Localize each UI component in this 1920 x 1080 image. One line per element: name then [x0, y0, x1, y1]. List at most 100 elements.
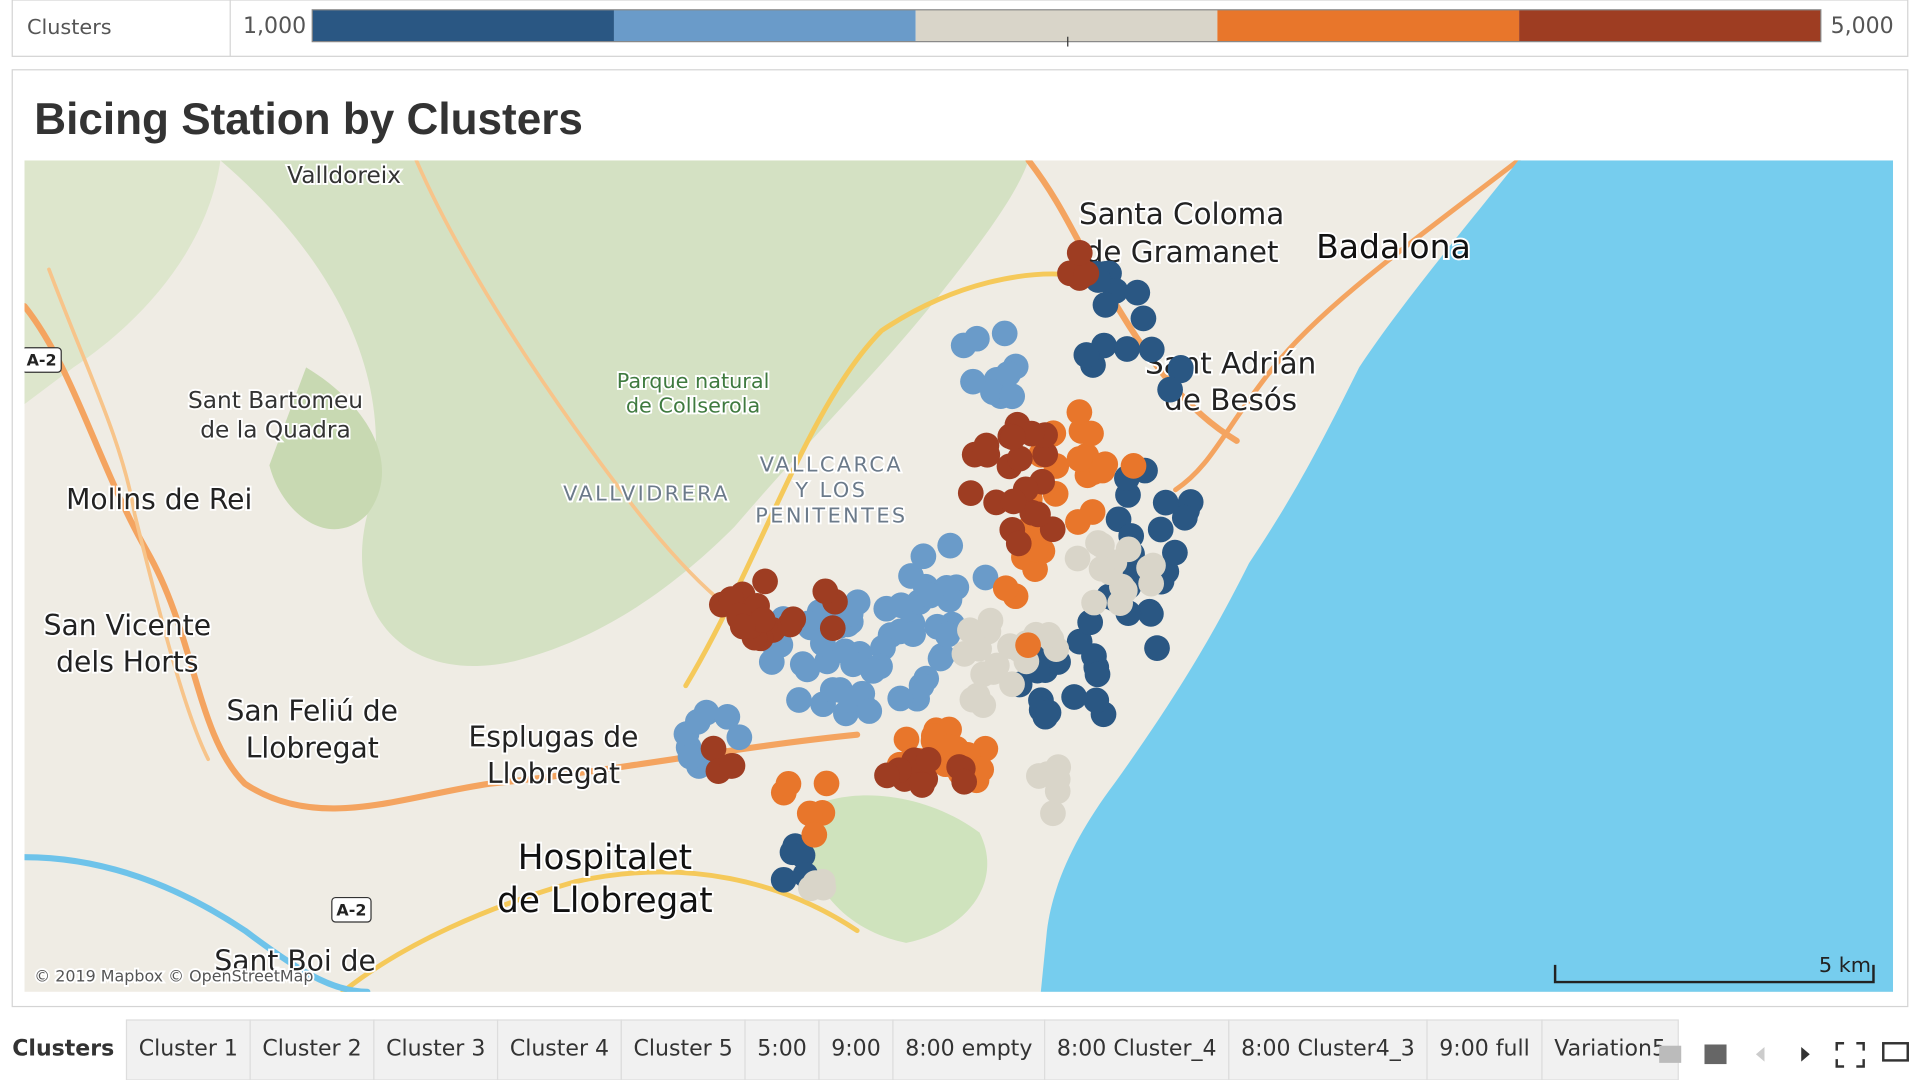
station-dot[interactable]	[936, 734, 963, 761]
station-dot[interactable]	[794, 656, 821, 683]
station-dot[interactable]	[812, 578, 839, 605]
sheet-tab[interactable]: Cluster 3	[386, 1036, 485, 1061]
station-dot[interactable]	[1005, 530, 1032, 557]
station-dot[interactable]	[893, 726, 920, 753]
station-dot[interactable]	[964, 325, 990, 352]
station-dot[interactable]	[1015, 632, 1041, 659]
station-dot[interactable]	[1092, 292, 1119, 318]
toolbar-icon[interactable]	[1882, 1042, 1909, 1062]
sheet-tab[interactable]: Variation5	[1554, 1036, 1666, 1061]
station-dot[interactable]	[1089, 532, 1115, 559]
station-dot[interactable]	[887, 685, 914, 712]
station-dot[interactable]	[809, 868, 836, 895]
station-dot[interactable]	[909, 772, 935, 798]
sheet-tab[interactable]: Cluster 2	[262, 1036, 361, 1061]
station-dot[interactable]	[1088, 555, 1115, 582]
station-dot[interactable]	[992, 575, 1019, 602]
station-dot[interactable]	[1065, 509, 1091, 535]
station-dot[interactable]	[749, 607, 776, 633]
station-dot[interactable]	[995, 361, 1021, 387]
sheet-tab[interactable]: 8:00 empty	[905, 1036, 1032, 1061]
station-dot[interactable]	[937, 532, 964, 559]
station-dot[interactable]	[700, 735, 727, 762]
sheet-tab[interactable]: 8:00 Cluster4_3	[1241, 1036, 1415, 1061]
station-dot[interactable]	[991, 320, 1018, 347]
station-dot[interactable]	[1078, 420, 1104, 447]
station-dot[interactable]	[966, 635, 992, 662]
station-dot[interactable]	[813, 770, 840, 797]
station-dot[interactable]	[917, 582, 944, 609]
sheet-tab[interactable]: 8:00 Cluster_4	[1057, 1036, 1217, 1061]
station-dot[interactable]	[1083, 687, 1110, 714]
station-dot[interactable]	[789, 842, 816, 869]
station-dot[interactable]	[1040, 800, 1066, 827]
station-dot[interactable]	[1000, 488, 1027, 515]
station-dot[interactable]	[898, 563, 924, 589]
station-dot[interactable]	[1081, 589, 1107, 616]
station-dot[interactable]	[1066, 240, 1093, 266]
station-dot[interactable]	[1138, 336, 1165, 363]
station-dot[interactable]	[801, 821, 828, 848]
station-dot[interactable]	[1114, 336, 1140, 362]
station-dot[interactable]	[874, 762, 900, 789]
station-dot[interactable]	[1157, 376, 1183, 403]
station-dot[interactable]	[1022, 556, 1048, 582]
station-dot[interactable]	[677, 743, 704, 770]
sheet-tab[interactable]: 5:00	[757, 1036, 806, 1061]
station-dot[interactable]	[719, 752, 746, 779]
station-dot[interactable]	[1066, 446, 1093, 472]
sheet-tab[interactable]: 9:00 full	[1439, 1036, 1529, 1061]
station-dot[interactable]	[934, 621, 961, 648]
sheet-tab[interactable]: Cluster 5	[634, 1036, 733, 1061]
station-dot[interactable]	[1035, 699, 1062, 726]
station-dot[interactable]	[1138, 570, 1164, 597]
station-dot[interactable]	[1084, 661, 1111, 688]
sheet-tab[interactable]: Clusters	[12, 1036, 114, 1061]
station-dot[interactable]	[1000, 424, 1026, 451]
station-dot[interactable]	[999, 383, 1026, 410]
station-dot[interactable]	[796, 800, 823, 827]
sheet-tab[interactable]: 9:00	[831, 1036, 880, 1061]
station-dot[interactable]	[1107, 590, 1134, 617]
station-dot[interactable]	[1077, 609, 1104, 636]
station-dot[interactable]	[856, 698, 883, 724]
station-dot[interactable]	[693, 699, 720, 726]
station-dot[interactable]	[900, 621, 926, 648]
station-dot[interactable]	[1035, 622, 1062, 648]
station-dot[interactable]	[980, 379, 1006, 405]
station-dot[interactable]	[929, 642, 955, 669]
station-dot[interactable]	[1045, 754, 1072, 780]
station-dot[interactable]	[752, 568, 778, 595]
station-dot[interactable]	[984, 652, 1010, 679]
station-dot[interactable]	[1032, 441, 1059, 468]
station-dot[interactable]	[729, 613, 756, 640]
station-dot[interactable]	[1162, 539, 1188, 566]
station-dot[interactable]	[960, 368, 986, 395]
station-dot[interactable]	[770, 866, 797, 893]
toolbar-icon[interactable]	[1835, 1042, 1865, 1068]
station-dot[interactable]	[1089, 457, 1116, 484]
station-dot[interactable]	[780, 606, 807, 633]
station-dot[interactable]	[1066, 628, 1093, 655]
station-dot[interactable]	[860, 658, 886, 684]
station-dot[interactable]	[908, 672, 935, 699]
station-dot[interactable]	[714, 703, 741, 730]
station-dot[interactable]	[840, 651, 866, 678]
toolbar-icon[interactable]	[1704, 1044, 1727, 1065]
station-dot[interactable]	[1144, 635, 1170, 661]
station-dot[interactable]	[1171, 504, 1198, 531]
station-dot[interactable]	[819, 615, 846, 642]
station-dot[interactable]	[1064, 545, 1091, 572]
sheet-tab[interactable]: Cluster 1	[139, 1036, 238, 1061]
sheet-tab[interactable]: Cluster 4	[510, 1036, 609, 1061]
station-dot[interactable]	[972, 436, 999, 463]
station-dot[interactable]	[1007, 445, 1033, 472]
station-dot[interactable]	[972, 564, 999, 591]
station-dot[interactable]	[1073, 342, 1100, 368]
station-dot[interactable]	[970, 692, 997, 719]
station-dot[interactable]	[1130, 305, 1157, 332]
toolbar-icon[interactable]	[1801, 1046, 1810, 1062]
station-dot[interactable]	[819, 677, 846, 703]
station-dot[interactable]	[999, 671, 1025, 698]
